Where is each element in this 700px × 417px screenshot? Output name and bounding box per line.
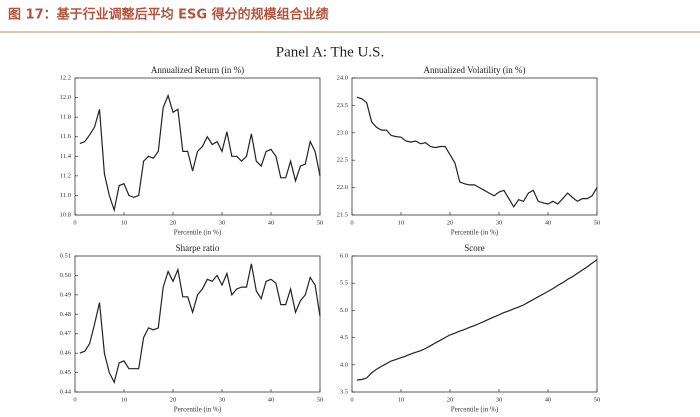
y-tick-label: 24.0 [337,74,348,81]
y-tick-label: 0.47 [60,330,72,337]
subplot-title: Annualized Return (in %) [151,65,244,75]
y-tick-label: 11.8 [60,114,71,121]
plot-frame [74,255,321,393]
y-tick-label: 5.0 [340,307,348,314]
x-tick-label: 40 [545,396,552,403]
plot-frame [351,255,598,393]
y-tick-label: 0.49 [60,291,71,298]
y-tick-label: 22.5 [337,157,348,164]
x-axis-label: Percentile (in %) [451,229,499,237]
y-tick-label: 12.2 [60,74,71,81]
line [356,96,598,208]
y-tick-label: 0.46 [60,350,72,357]
x-tick-label: 50 [594,396,601,403]
line [79,263,321,385]
y-tick-label: 6.0 [340,252,348,259]
subplot-title: Annualized Volatility (in %) [424,65,526,75]
panel-title: Panel A: The U.S. [276,44,384,60]
y-tick-label: 22.0 [337,184,348,191]
x-axis-label: Percentile (in %) [174,406,222,414]
x-tick-label: 10 [398,219,405,226]
y-tick-label: 11.6 [60,133,72,140]
y-tick-label: 0.48 [60,311,71,318]
x-tick-label: 0 [350,396,353,403]
y-tick-label: 23.0 [337,129,348,136]
x-tick-label: 0 [350,219,353,226]
x-tick-label: 0 [73,219,76,226]
plot-frame [74,77,321,216]
y-tick-label: 5.5 [340,280,348,287]
x-tick-label: 20 [170,396,177,403]
figure-title: 图 17：基于行业调整后平均 ESG 得分的规模组合业绩 [8,7,329,23]
y-tick-label: 0.45 [60,369,71,376]
y-tick-label: 10.8 [60,211,71,218]
x-tick-label: 20 [447,219,454,226]
x-axis-label: Percentile (in %) [451,406,499,414]
plot-frame [351,77,598,216]
y-tick-label: 0.50 [60,272,71,279]
x-tick-label: 30 [496,219,503,226]
line [79,93,321,213]
subplot-title: Score [464,243,485,253]
y-tick-label: 3.5 [340,388,348,395]
y-tick-label: 21.5 [337,211,348,218]
x-tick-label: 40 [545,219,552,226]
y-tick-label: 4.5 [340,334,348,341]
y-tick-label: 11.0 [60,192,71,199]
x-tick-label: 10 [121,219,128,226]
y-tick-label: 12.0 [60,94,71,101]
x-tick-label: 30 [219,219,226,226]
y-tick-label: 4.0 [340,361,348,368]
x-tick-label: 30 [219,396,226,403]
y-tick-label: 0.44 [60,388,72,395]
x-tick-label: 50 [594,219,601,226]
x-tick-label: 40 [268,396,275,403]
x-tick-label: 10 [121,396,128,403]
x-tick-label: 50 [317,219,324,226]
x-tick-label: 20 [170,219,177,226]
subplot-title: Sharpe ratio [176,243,220,253]
x-axis-label: Percentile (in %) [174,229,222,237]
x-tick-label: 0 [73,396,76,403]
x-tick-label: 20 [447,396,454,403]
line [356,259,598,381]
x-tick-label: 30 [496,396,503,403]
y-tick-label: 11.4 [60,153,72,160]
y-tick-label: 11.2 [60,172,71,179]
y-tick-label: 23.5 [337,102,348,109]
x-tick-label: 10 [398,396,405,403]
x-tick-label: 50 [317,396,324,403]
x-tick-label: 40 [268,219,275,226]
y-tick-label: 0.51 [60,252,71,259]
